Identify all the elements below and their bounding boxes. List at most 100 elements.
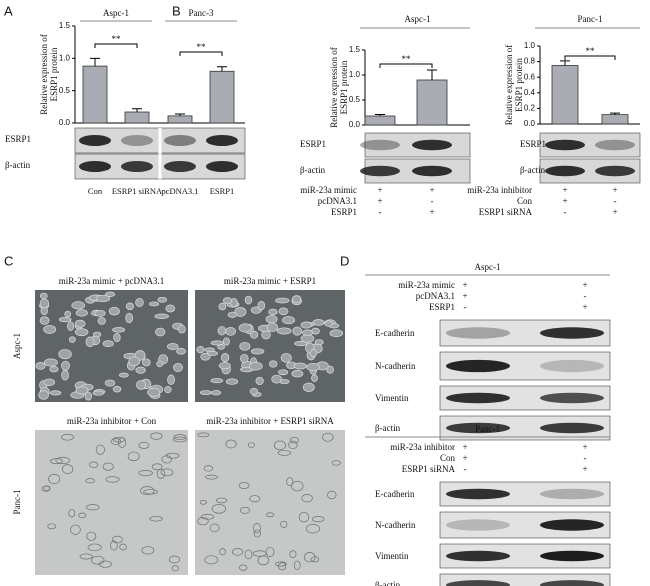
blot-band (540, 422, 604, 434)
blot-label: E-cadherin (375, 489, 415, 499)
cell (173, 434, 187, 440)
cell (173, 436, 187, 443)
panel-label: A (4, 3, 13, 18)
condition-mark: - (564, 207, 567, 217)
condition-mark: - (464, 464, 467, 474)
y-tick-label: 1.0 (349, 70, 361, 79)
cell (265, 315, 278, 324)
image-label: miR-23a mimic + pcDNA3.1 (59, 276, 165, 286)
row-label: Aspc-1 (12, 333, 22, 359)
y-axis-label: Relative expression of (504, 45, 514, 125)
cell (61, 433, 74, 441)
cell (142, 358, 151, 367)
panel-label: D (340, 253, 349, 268)
y-tick-label: 1.0 (524, 41, 536, 50)
cell (43, 378, 55, 386)
cell (278, 562, 287, 571)
bar (124, 111, 150, 124)
condition-label: ESRP1 (331, 207, 357, 217)
chart-title: Panc-1 (578, 14, 603, 24)
cell (291, 295, 302, 304)
cell (288, 440, 298, 450)
cell (79, 553, 93, 560)
cell (113, 333, 121, 343)
cell (268, 308, 278, 316)
condition-mark: + (429, 207, 434, 217)
cell (225, 378, 239, 385)
cell (55, 456, 71, 464)
cell (97, 317, 106, 325)
blot-band (545, 165, 585, 177)
y-tick-label: 0.5 (349, 95, 361, 104)
blot-label: β-actin (520, 165, 546, 175)
cell (289, 550, 297, 559)
blot-band (206, 135, 238, 146)
group-label: Panc-3 (189, 8, 214, 18)
cell (276, 327, 292, 335)
cell (75, 386, 89, 395)
cell (161, 455, 172, 464)
cell (217, 326, 227, 336)
cell (171, 565, 179, 572)
cell (68, 509, 76, 518)
cell (151, 463, 163, 471)
blot-label: ESRP1 (5, 134, 31, 144)
condition-label: pcDNA3.1 (318, 196, 357, 206)
cell (257, 300, 266, 311)
cell (70, 524, 81, 535)
cell (110, 438, 122, 445)
section-title: Aspc-1 (475, 262, 501, 272)
condition-mark: + (462, 453, 467, 463)
cell (217, 344, 225, 350)
blot-band (164, 161, 196, 172)
blot-band (595, 165, 635, 177)
cell (244, 549, 253, 560)
cell (43, 485, 51, 491)
cell (247, 442, 255, 448)
significance-bracket (179, 51, 223, 56)
cell (155, 327, 166, 337)
cell (273, 440, 286, 451)
cell (168, 555, 180, 564)
cell (108, 307, 120, 316)
cell (135, 298, 144, 308)
cell (249, 495, 261, 503)
cell (138, 470, 153, 477)
row-label: Panc-1 (12, 490, 22, 515)
cell (156, 360, 164, 368)
cell (39, 298, 50, 309)
cell (268, 360, 278, 368)
cell (250, 330, 259, 339)
cell (165, 452, 180, 459)
condition-mark: - (464, 302, 467, 312)
blot-band (446, 422, 510, 434)
condition-mark: + (562, 196, 567, 206)
group-label: Aspc-1 (103, 8, 129, 18)
cell (164, 386, 172, 394)
cell (119, 543, 127, 551)
panel-label: B (172, 3, 181, 18)
cell (102, 462, 114, 471)
condition-mark: + (582, 464, 587, 474)
significance-label: ** (586, 46, 596, 56)
cell (64, 310, 72, 318)
cell (157, 296, 168, 303)
cell (104, 379, 116, 387)
cell (221, 353, 230, 363)
blot-background (439, 319, 611, 347)
cell (275, 561, 287, 567)
cell (105, 476, 120, 483)
cell (211, 503, 227, 514)
bar (82, 65, 108, 124)
cell (85, 504, 100, 511)
cell (35, 362, 46, 370)
cell (94, 309, 106, 317)
bar (416, 79, 448, 126)
cell (300, 334, 315, 343)
blot-band (446, 550, 510, 562)
condition-mark: + (462, 291, 467, 301)
blot-label: ESRP1 (300, 139, 326, 149)
significance-bracket (379, 63, 433, 68)
bar (209, 70, 235, 124)
cell (302, 329, 313, 336)
